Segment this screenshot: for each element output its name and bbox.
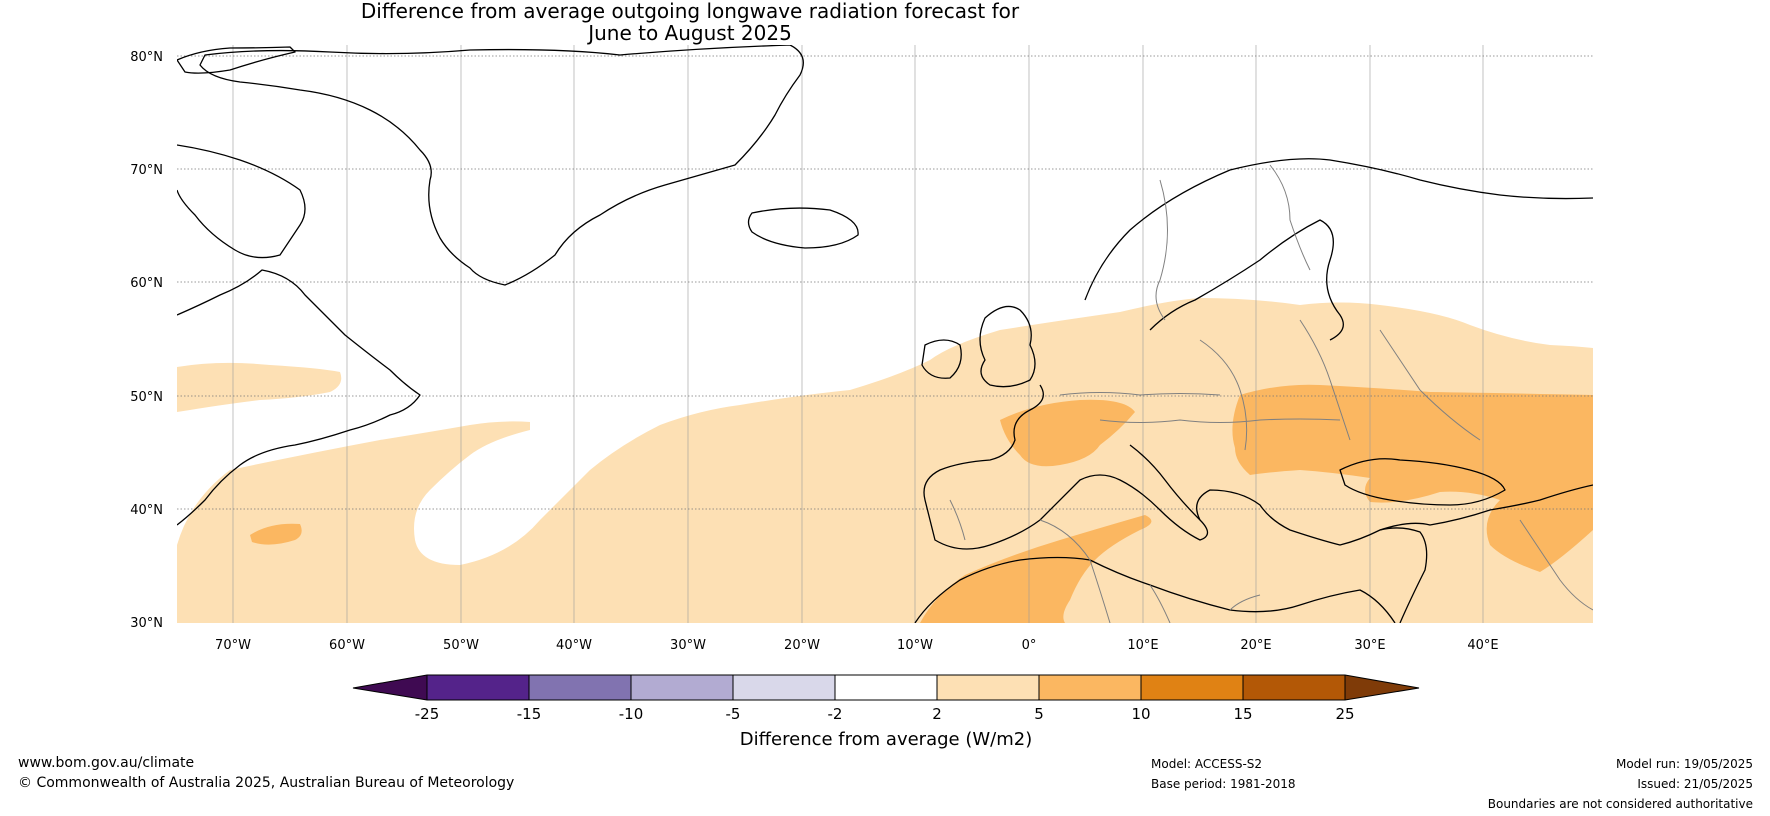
colorbar-bin <box>1243 675 1345 700</box>
lat-label-80n: 80°N <box>130 50 163 65</box>
coastline-arctic-islands <box>177 46 296 74</box>
anomaly-region-2-5-canada <box>177 362 342 412</box>
footer-issued: Issued: 21/05/2025 <box>1637 777 1753 791</box>
colorbar-bin <box>1039 675 1141 700</box>
footer-base-period: Base period: 1981-2018 <box>1151 777 1296 791</box>
colorbar-tick-label: -25 <box>415 705 440 723</box>
anomaly-region-5-10-east-europe <box>1232 384 1593 572</box>
map-latlines <box>177 55 1593 510</box>
lat-label-70n: 70°N <box>130 163 163 178</box>
coastline-baffin <box>177 144 306 259</box>
lon-label-70w: 70°W <box>215 638 251 653</box>
country-boundaries <box>949 164 1593 623</box>
colorbar-extend-high <box>1345 675 1419 700</box>
colorbar-tick-label: 5 <box>1034 705 1044 723</box>
colorbar-tick-label: 25 <box>1335 705 1354 723</box>
footer-disclaimer: Boundaries are not considered authoritat… <box>1487 797 1753 811</box>
lat-label-40n: 40°N <box>130 503 163 518</box>
colorbar-tick-label: 15 <box>1233 705 1252 723</box>
lon-label-40e: 40°E <box>1467 638 1498 653</box>
colorbar-bin <box>835 675 937 700</box>
lat-label-50n: 50°N <box>130 390 163 405</box>
coastline-black-sea <box>1339 458 1506 506</box>
coastline-iceland <box>747 207 859 249</box>
anomaly-region-5-10-north-africa <box>920 515 1152 623</box>
chart-title-line1: Difference from average outgoing longwav… <box>360 0 1020 23</box>
chart-title-line2: June to August 2025 <box>588 21 792 45</box>
colorbar-tick-label: -10 <box>619 705 644 723</box>
colorbar-tick-label: -2 <box>828 705 843 723</box>
colorbar-tick-label: -5 <box>726 705 741 723</box>
coastline-great-britain <box>979 305 1036 388</box>
lon-label-60w: 60°W <box>329 638 365 653</box>
coastline-east-med <box>1379 527 1428 623</box>
colorbar-bin <box>631 675 733 700</box>
coastline-baltic <box>1149 219 1344 341</box>
lon-label-50w: 50°W <box>443 638 479 653</box>
anomaly-region-5-10-atlantic <box>250 523 302 545</box>
footer-model: Model: ACCESS-S2 <box>1151 757 1263 771</box>
coastline-ireland <box>921 339 962 379</box>
footer-model-run: Model run: 19/05/2025 <box>1615 757 1753 771</box>
colorbar-tick-label: 2 <box>932 705 942 723</box>
lon-label-20e: 20°E <box>1240 638 1271 653</box>
coastline-greenland <box>199 45 804 286</box>
anomaly-region-5-10-west-europe <box>1000 399 1135 467</box>
lat-label-60n: 60°N <box>130 276 163 291</box>
coastline-west-europe <box>923 384 1593 550</box>
lon-label-30e: 30°E <box>1354 638 1385 653</box>
colorbar-extend-low <box>353 675 427 700</box>
coastline-scandinavia <box>1084 158 1593 301</box>
lon-label-30w: 30°W <box>670 638 706 653</box>
anomaly-region-2-5-atlantic-europe <box>177 298 1593 623</box>
map-gridlines <box>232 45 1484 623</box>
lon-label-40w: 40°W <box>556 638 592 653</box>
footer-copyright: © Commonwealth of Australia 2025, Austra… <box>18 775 515 791</box>
colorbar-tick-label: 10 <box>1131 705 1150 723</box>
colorbar-tick-label: -15 <box>517 705 542 723</box>
colorbar <box>352 674 1420 701</box>
coastlines <box>177 45 1593 623</box>
lon-label-20w: 20°W <box>784 638 820 653</box>
lon-label-0: 0° <box>1022 638 1037 653</box>
colorbar-bin <box>733 675 835 700</box>
colorbar-bin <box>427 675 529 700</box>
footer-website: www.bom.gov.au/climate <box>18 755 195 771</box>
lat-label-30n: 30°N <box>130 616 163 631</box>
colorbar-bin <box>529 675 631 700</box>
colorbar-bin <box>937 675 1039 700</box>
colorbar-label: Difference from average (W/m2) <box>740 729 1032 750</box>
lon-label-10w: 10°W <box>897 638 933 653</box>
lon-label-10e: 10°E <box>1127 638 1158 653</box>
coastline-labrador <box>177 269 421 526</box>
coastline-italy <box>1129 444 1201 521</box>
colorbar-bin <box>1141 675 1243 700</box>
